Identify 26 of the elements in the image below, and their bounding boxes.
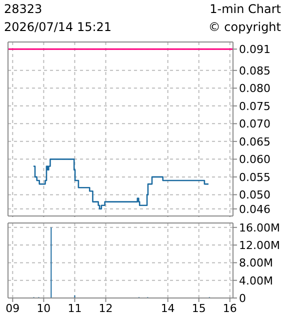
y-tick-label: 0.075 <box>239 100 270 113</box>
y-tick-label: 0.080 <box>239 82 270 96</box>
x-tick-label: 11 <box>68 302 82 315</box>
text: 1-min Chart <box>210 2 281 16</box>
y-tick-label: 0 <box>239 292 246 305</box>
y-tick-label: 0.070 <box>239 118 270 131</box>
y-tick-label: 0.091 <box>239 43 270 56</box>
y-tick-label: 0.050 <box>239 188 270 202</box>
y-tick-label: 0.060 <box>239 153 270 166</box>
y-tick-label: 0.085 <box>239 64 270 78</box>
y-tick-label: 4.00M <box>239 274 273 288</box>
y-tick-label: 12.00M <box>239 238 280 252</box>
y-tick-label: 8.00M <box>239 256 273 270</box>
chart-subtitle: 2026/07/14 15:21 <box>4 20 112 34</box>
y-tick-label: 0.065 <box>239 135 270 148</box>
x-tick-label: 12 <box>98 302 113 315</box>
y-tick-label: 0.046 <box>239 202 270 216</box>
x-tick-label: 09 <box>6 302 20 315</box>
x-tick-label: 14 <box>160 302 175 315</box>
chart-title: 28323 <box>4 2 42 16</box>
y-tick-label: 0.055 <box>239 170 270 184</box>
x-tick-label: 15 <box>192 302 206 315</box>
x-tick-label: 10 <box>36 302 51 315</box>
text: © copyright <box>208 20 281 34</box>
x-tick-label: 16 <box>222 302 237 315</box>
y-tick-label: 16.00M <box>239 221 280 234</box>
